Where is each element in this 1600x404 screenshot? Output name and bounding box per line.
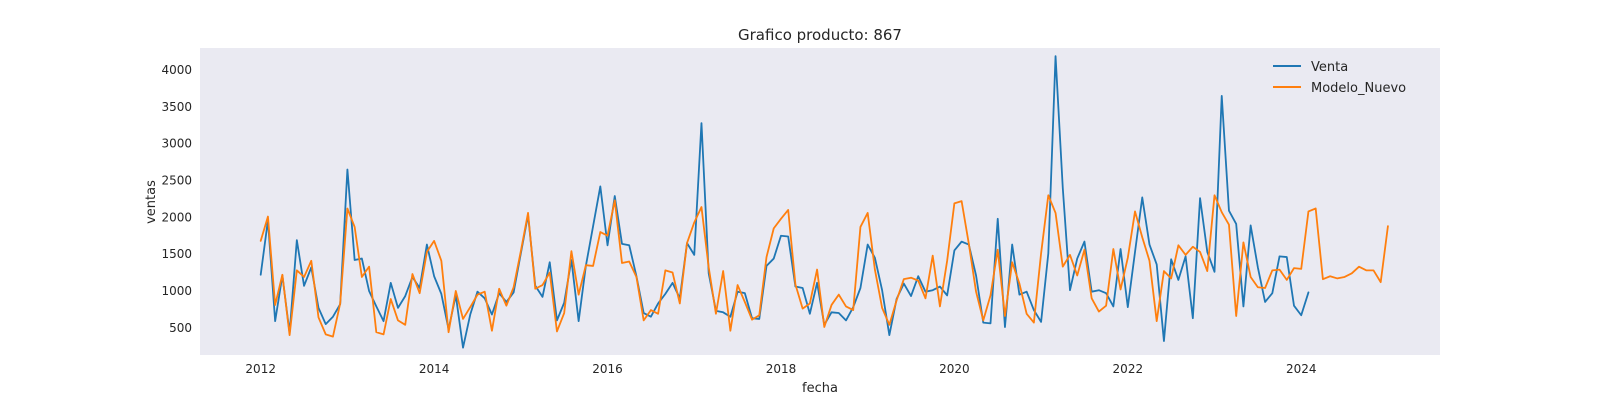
legend-label: Venta [1311,60,1348,75]
x-tick-label: 2020 [939,362,970,376]
x-tick-label: 2014 [419,362,450,376]
chart-title: Grafico producto: 867 [738,26,902,44]
y-tick-label: 1000 [161,284,192,298]
x-tick-label: 2024 [1286,362,1317,376]
y-tick-label: 4000 [161,63,192,77]
x-tick-label: 2016 [592,362,623,376]
legend-label: Modelo_Nuevo [1311,81,1406,96]
series-layer [259,55,1389,349]
y-tick-label: 2500 [161,174,192,188]
x-tick-label: 2012 [245,362,276,376]
legend: Venta Modelo_Nuevo [1273,60,1406,96]
x-tick-label: 2018 [766,362,797,376]
y-tick-label: 2000 [161,210,192,224]
series-line-modelo-nuevo [259,194,1389,338]
x-axis-label: fecha [802,381,838,396]
x-tick-label: 2022 [1113,362,1144,376]
y-tick-label: 3500 [161,100,192,114]
series-line-venta [259,55,1310,349]
y-tick-label: 3000 [161,137,192,151]
y-axis-ticks: 500 1000 1500 2000 2500 3000 3500 4000 [161,63,192,335]
y-tick-label: 1500 [161,247,192,261]
y-tick-label: 500 [169,321,192,335]
y-axis-label: ventas [144,180,159,224]
x-axis-ticks: 2012 2014 2016 2018 2020 2022 2024 [245,362,1316,376]
